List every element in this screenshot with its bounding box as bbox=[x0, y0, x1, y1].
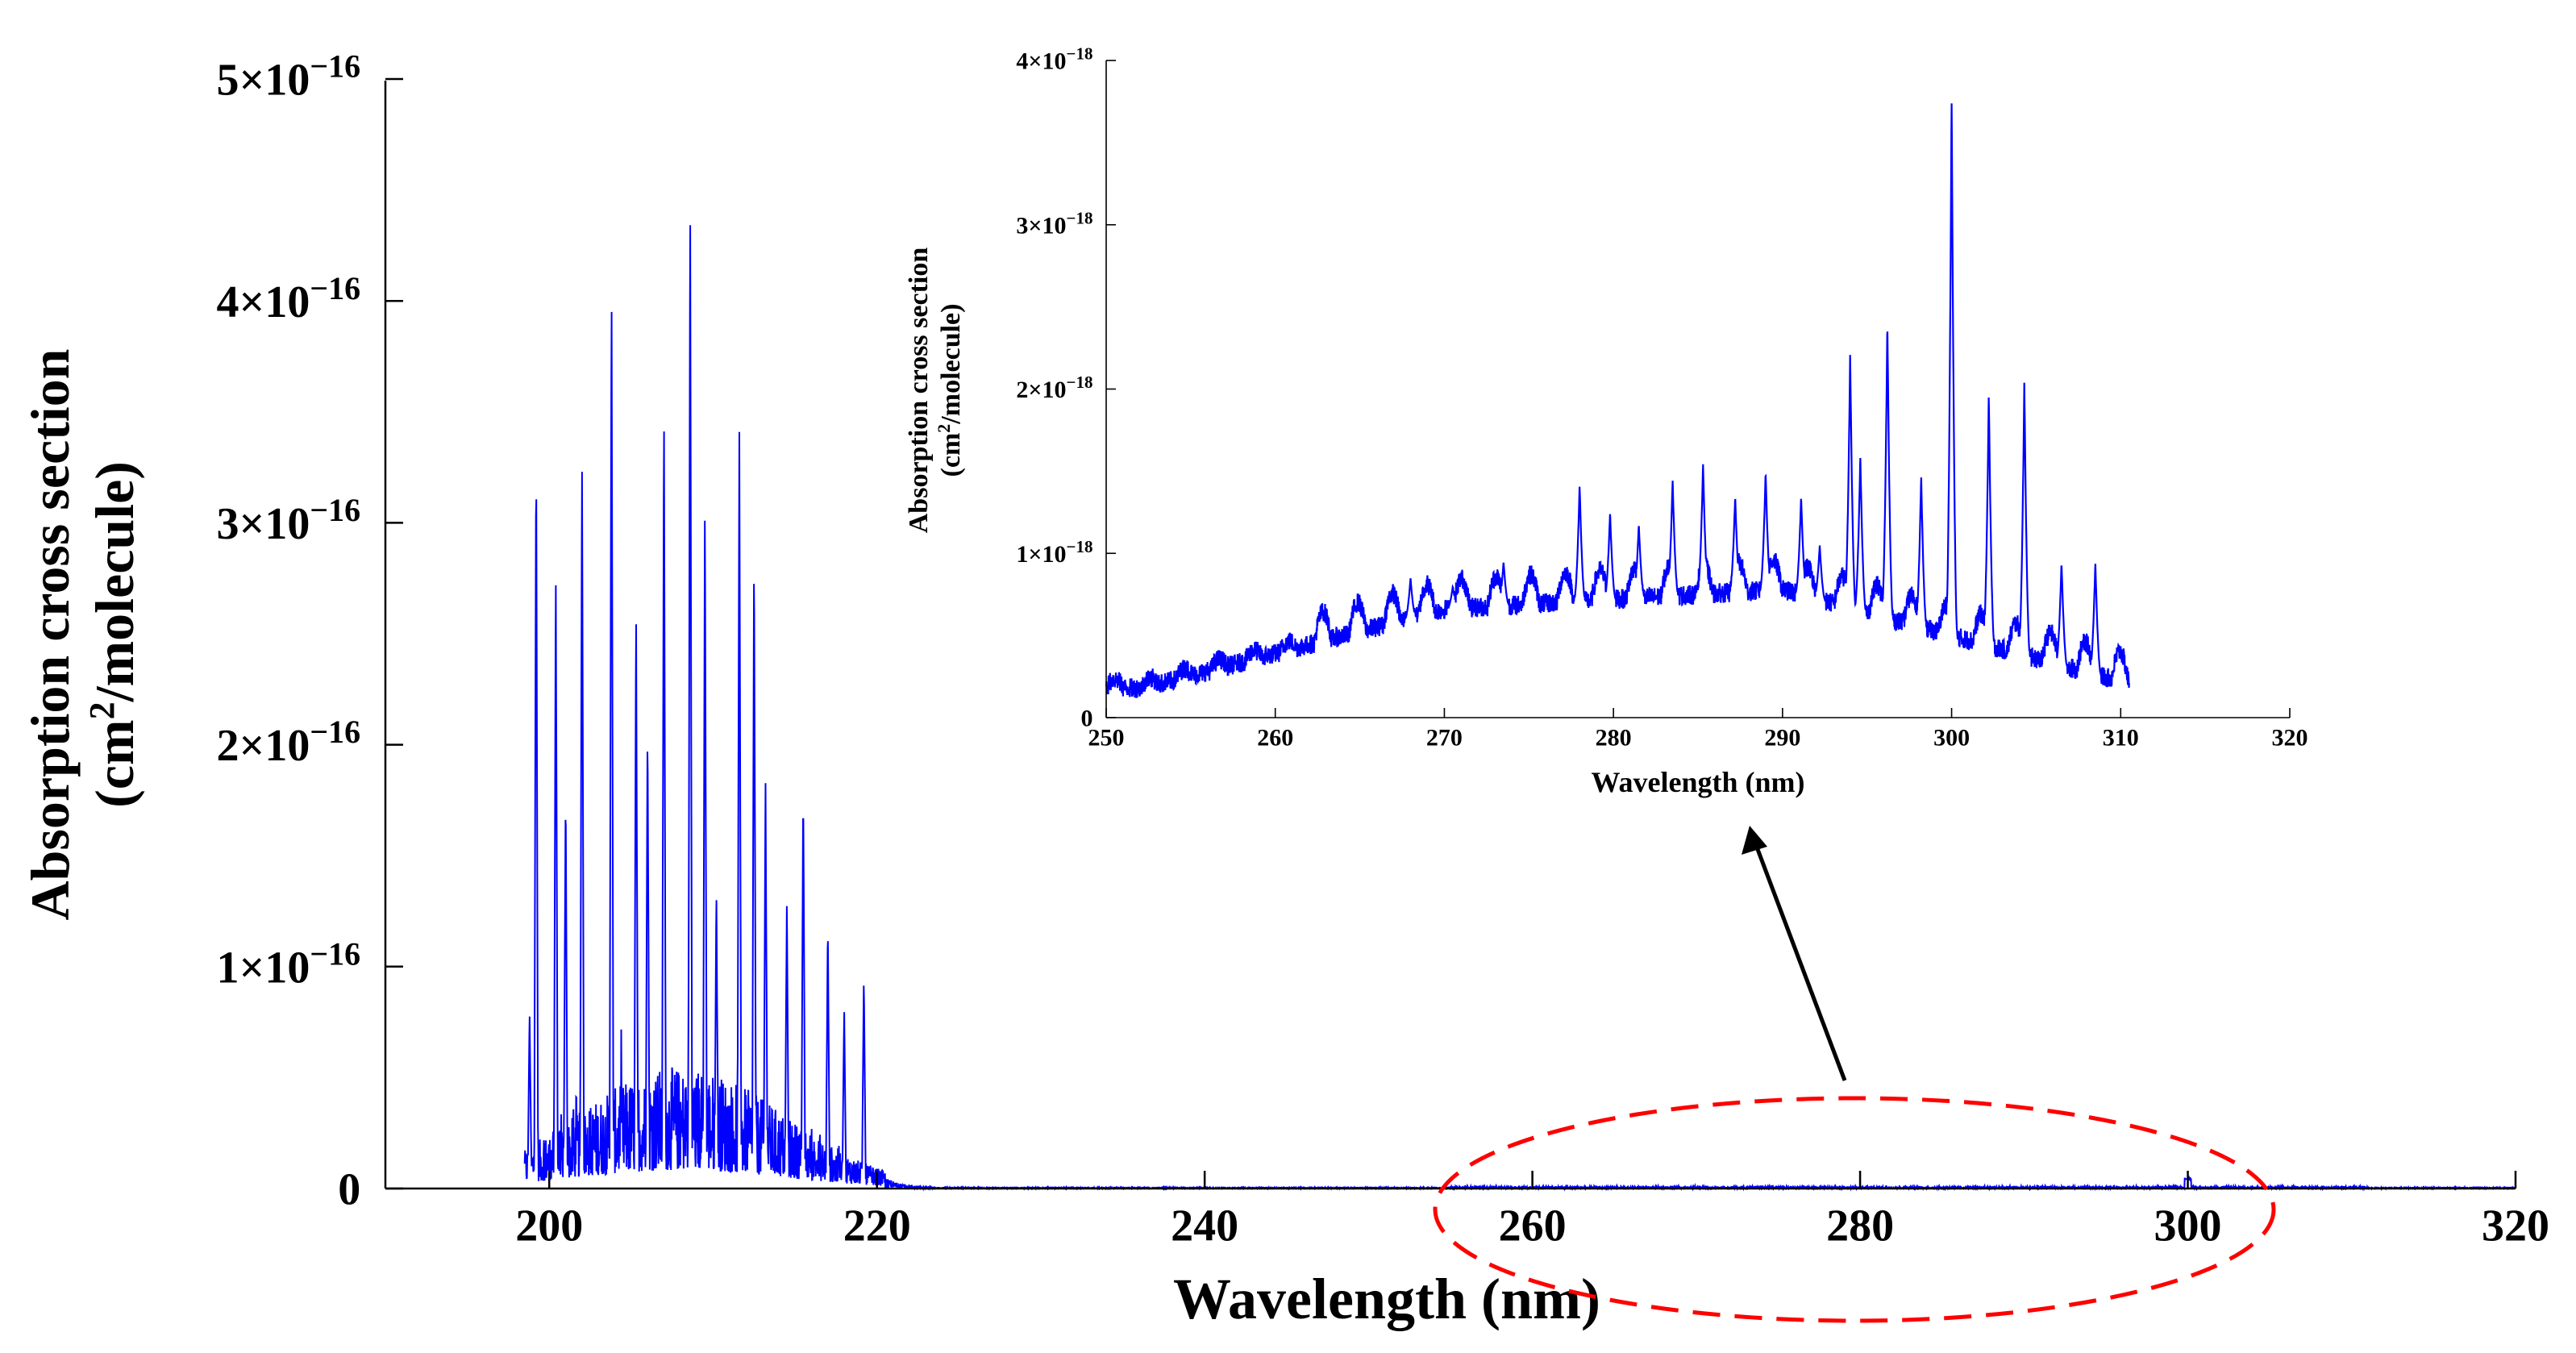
inset-x-tick-label: 260 bbox=[1257, 725, 1293, 751]
inset-y-tick-label: 4×10−18 bbox=[1016, 44, 1092, 75]
main-x-tick-label: 200 bbox=[515, 1201, 583, 1251]
inset-spectrum-series bbox=[1105, 103, 2130, 698]
main-spectrum-series bbox=[523, 225, 2516, 1192]
inset-x-tick-label: 270 bbox=[1426, 725, 1463, 751]
main-x-tick-label: 320 bbox=[2482, 1201, 2549, 1251]
inset-y-ticks: 0 1×10−18 2×10−18 3×10−18 4×10−18 bbox=[1016, 44, 1116, 732]
inset-x-tick-label: 310 bbox=[2103, 725, 2139, 751]
zoom-arrow bbox=[1742, 826, 1847, 1081]
inset-x-tick-label: 300 bbox=[1933, 725, 1970, 751]
main-chart: 200 220 240 260 280 300 320 0 1×10−16 2×10−16 3×1… bbox=[19, 48, 2549, 1331]
inset-y-axis-label: Absorption cross section (cm2/molecule) bbox=[904, 248, 966, 534]
main-x-tick-label: 240 bbox=[1171, 1201, 1238, 1251]
main-y-label-line1: Absorption cross section bbox=[19, 349, 81, 921]
main-y-axis-label: Absorption cross section (cm2/molecule) bbox=[19, 349, 145, 921]
main-axes bbox=[384, 81, 2516, 1190]
inset-y-label-line2: (cm2/molecule) bbox=[934, 304, 967, 477]
inset-x-ticks: 250 260 270 280 290 300 310 320 bbox=[1088, 708, 2308, 751]
main-y-ticks: 0 1×10−16 2×10−16 3×10−16 4×10−16 5×10−16 bbox=[216, 48, 403, 1215]
main-y-tick-label: 2×10−16 bbox=[216, 714, 360, 772]
inset-y-tick-label: 3×10−18 bbox=[1016, 208, 1092, 239]
inset-y-label-line1: Absorption cross section bbox=[904, 248, 934, 534]
inset-x-axis-label: Wavelength (nm) bbox=[1592, 766, 1805, 798]
main-y-tick-label: 5×10−16 bbox=[216, 48, 360, 106]
main-x-tick-label: 300 bbox=[2154, 1201, 2222, 1251]
main-y-tick-label: 4×10−16 bbox=[216, 269, 360, 327]
inset-chart: 250 260 270 280 290 300 310 320 0 1×10−18 2×10−18… bbox=[904, 44, 2308, 799]
main-y-tick-label: 0 bbox=[338, 1165, 360, 1215]
inset-x-tick-label: 280 bbox=[1596, 725, 1632, 751]
inset-y-tick-label: 2×10−18 bbox=[1016, 373, 1092, 403]
main-y-label-line2: (cm2/molecule) bbox=[82, 461, 146, 808]
main-y-tick-label: 3×10−16 bbox=[216, 492, 360, 550]
inset-axes bbox=[1105, 60, 2290, 718]
inset-x-tick-label: 320 bbox=[2272, 725, 2308, 751]
main-x-tick-label: 280 bbox=[1826, 1201, 1894, 1251]
main-x-tick-label: 220 bbox=[843, 1201, 911, 1251]
main-x-ticks: 200 220 240 260 280 300 320 bbox=[515, 1171, 2549, 1251]
inset-x-tick-label: 250 bbox=[1088, 725, 1125, 751]
main-x-axis-label: Wavelength (nm) bbox=[1173, 1267, 1600, 1331]
main-y-tick-label: 1×10−16 bbox=[216, 935, 360, 993]
main-x-tick-label: 260 bbox=[1499, 1201, 1567, 1251]
inset-x-tick-label: 290 bbox=[1764, 725, 1800, 751]
zoom-region-ellipse bbox=[1433, 1096, 2276, 1323]
inset-y-tick-label: 1×10−18 bbox=[1016, 537, 1092, 568]
inset-y-tick-label: 0 bbox=[1081, 706, 1093, 732]
